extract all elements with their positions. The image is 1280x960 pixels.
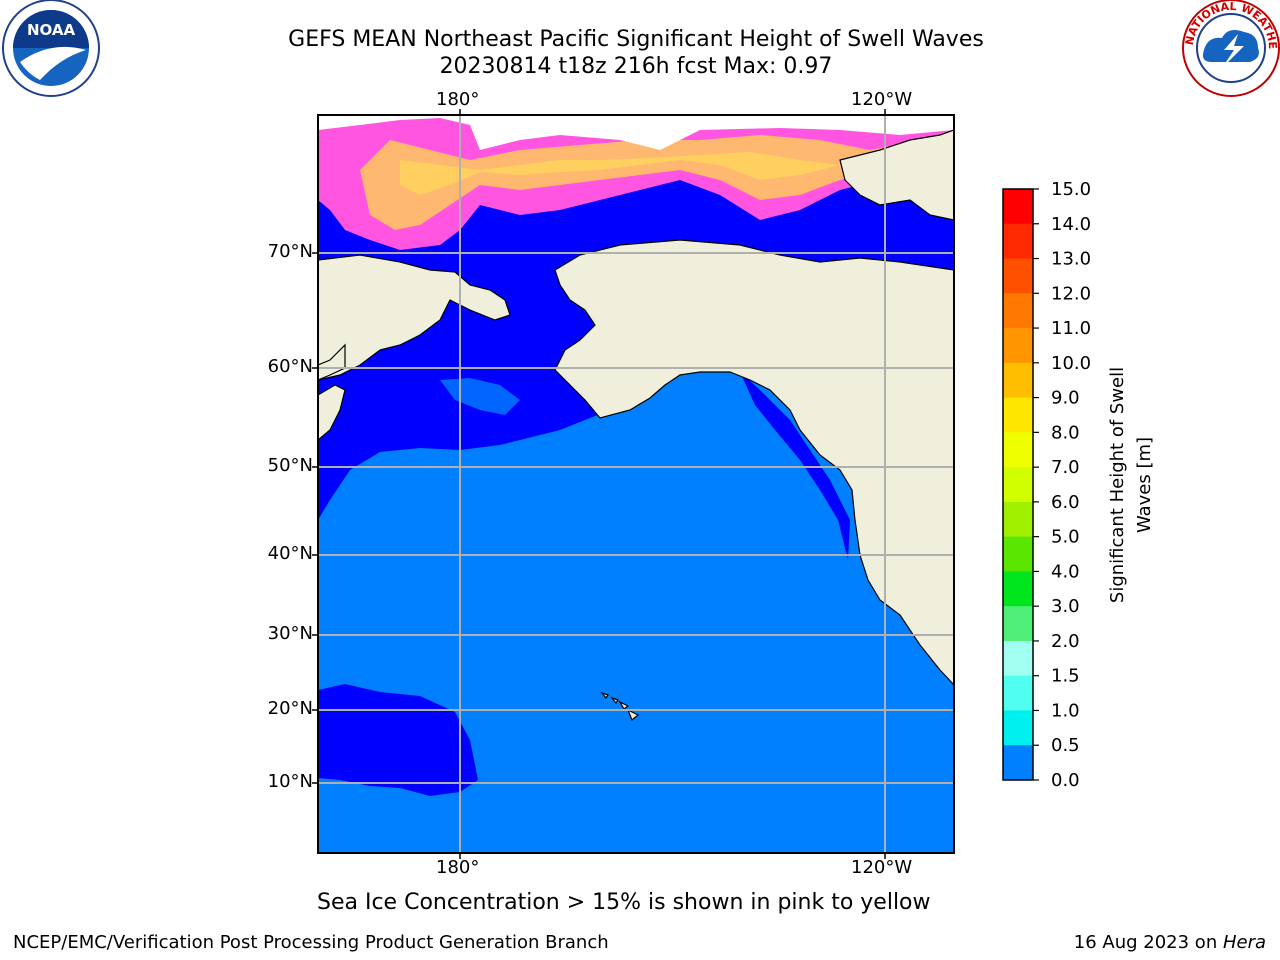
chart-subtitle: 20230814 t18z 216h fcst Max: 0.97 — [439, 54, 833, 79]
colorbar-tick-label: 3.0 — [1051, 596, 1080, 617]
colorbar-segment — [1003, 258, 1033, 294]
colorbar-segment — [1003, 293, 1033, 329]
chart-title: GEFS MEAN Northeast Pacific Significant … — [288, 27, 984, 52]
colorbar-segment — [1003, 571, 1033, 607]
nws-ring-text: NATIONAL WEATHER SERVICE — [0, 0, 1279, 49]
colorbar-label-line2: Waves [m] — [1134, 437, 1155, 533]
map-area — [318, 115, 954, 853]
lat-label-40n: 40°N — [267, 543, 313, 564]
colorbar-segment — [1003, 397, 1033, 433]
colorbar-label-line1: Significant Height of Swell — [1107, 367, 1128, 603]
colorbar-segment — [1003, 536, 1033, 572]
colorbar-tick-label: 1.0 — [1051, 700, 1080, 721]
colorbar-tick-label: 14.0 — [1051, 214, 1091, 235]
lon-label-top-120w: 120°W — [851, 89, 913, 110]
colorbar-tick-label: 15.0 — [1051, 179, 1091, 200]
lon-label-bottom-120w: 120°W — [851, 857, 913, 878]
colorbar: 15.0 14.0 13.0 12.0 11.0 10.0 9.0 8.0 7.0 6.0 5.0 4… — [1002, 179, 1091, 791]
colorbar-segment — [1003, 501, 1033, 538]
noaa-logo-text: NOAA — [27, 21, 76, 39]
lat-label-60n: 60°N — [267, 356, 313, 377]
colorbar-tick-label: 0.0 — [1051, 770, 1080, 791]
colorbar-tick-label: 7.0 — [1051, 457, 1080, 478]
lat-label-10n: 10°N — [267, 771, 313, 792]
colorbar-segment — [1003, 432, 1033, 468]
colorbar-tick-label: 10.0 — [1051, 353, 1091, 374]
colorbar-tick-label: 9.0 — [1051, 388, 1080, 409]
nws-logo: NATIONAL WEATHER SERVICE — [0, 0, 1280, 97]
colorbar-segment — [1003, 328, 1033, 364]
lon-label-top-180: 180° — [436, 89, 480, 110]
colorbar-segment — [1003, 640, 1033, 677]
noaa-logo: NOAA — [2, 0, 100, 97]
colorbar-tick-label: 6.0 — [1051, 492, 1080, 513]
colorbar-segment — [1003, 362, 1033, 399]
colorbar-segment — [1003, 606, 1033, 642]
machine-name: Hera — [1222, 932, 1266, 953]
colorbar-tick-label: 11.0 — [1051, 318, 1091, 339]
lat-label-70n: 70°N — [267, 241, 313, 262]
map-frame — [317, 114, 955, 854]
colorbar-tick-label: 1.5 — [1051, 666, 1080, 687]
lon-label-bottom-180: 180° — [436, 857, 480, 878]
colorbar-segment — [1003, 223, 1033, 260]
colorbar-segment — [1003, 675, 1033, 711]
colorbar-tick-label: 5.0 — [1051, 527, 1080, 548]
colorbar-tick-label: 2.0 — [1051, 631, 1080, 652]
date-stamp: 16 Aug 2023 on Hera — [1074, 932, 1266, 953]
colorbar-segment — [1003, 467, 1033, 503]
colorbar-tick-label: 4.0 — [1051, 561, 1080, 582]
date-text: 16 Aug 2023 on — [1073, 932, 1223, 953]
colorbar-segment — [1003, 745, 1033, 781]
colorbar-frame — [1002, 188, 1034, 781]
colorbar-tick-label: 8.0 — [1051, 422, 1080, 443]
graticule — [318, 115, 954, 853]
lat-label-30n: 30°N — [267, 623, 313, 644]
lat-label-50n: 50°N — [267, 455, 313, 476]
colorbar-segment — [1003, 189, 1033, 225]
colorbar-segment — [1003, 710, 1033, 746]
sea-ice-note: Sea Ice Concentration > 15% is shown in … — [317, 890, 931, 915]
lat-label-20n: 20°N — [267, 698, 313, 719]
colorbar-tick-label: 12.0 — [1051, 283, 1091, 304]
colorbar-tick-label: 13.0 — [1051, 249, 1091, 270]
colorbar-tick-label: 0.5 — [1051, 735, 1080, 756]
credit-text: NCEP/EMC/Verification Post Processing Pr… — [13, 932, 609, 953]
